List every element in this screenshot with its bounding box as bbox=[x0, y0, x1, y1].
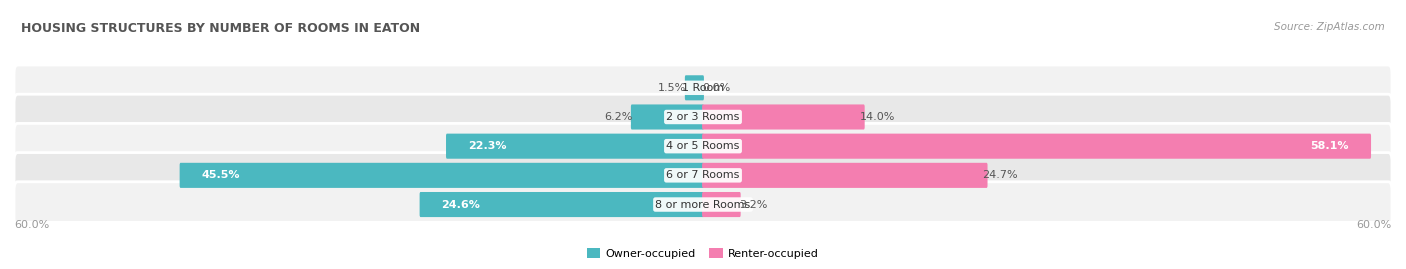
Text: 0.0%: 0.0% bbox=[703, 83, 731, 93]
Text: HOUSING STRUCTURES BY NUMBER OF ROOMS IN EATON: HOUSING STRUCTURES BY NUMBER OF ROOMS IN… bbox=[21, 22, 420, 34]
Text: 8 or more Rooms: 8 or more Rooms bbox=[655, 200, 751, 210]
FancyBboxPatch shape bbox=[180, 163, 704, 188]
FancyBboxPatch shape bbox=[702, 134, 1371, 159]
FancyBboxPatch shape bbox=[702, 163, 987, 188]
Legend: Owner-occupied, Renter-occupied: Owner-occupied, Renter-occupied bbox=[582, 244, 824, 263]
Text: 60.0%: 60.0% bbox=[14, 220, 49, 230]
Text: 6 or 7 Rooms: 6 or 7 Rooms bbox=[666, 170, 740, 180]
Text: 4 or 5 Rooms: 4 or 5 Rooms bbox=[666, 141, 740, 151]
FancyBboxPatch shape bbox=[14, 153, 1392, 198]
Text: 60.0%: 60.0% bbox=[1357, 220, 1392, 230]
Text: 6.2%: 6.2% bbox=[603, 112, 633, 122]
Text: Source: ZipAtlas.com: Source: ZipAtlas.com bbox=[1274, 22, 1385, 31]
FancyBboxPatch shape bbox=[702, 192, 741, 217]
Text: 45.5%: 45.5% bbox=[201, 170, 240, 180]
FancyBboxPatch shape bbox=[14, 182, 1392, 227]
Text: 2 or 3 Rooms: 2 or 3 Rooms bbox=[666, 112, 740, 122]
Text: 22.3%: 22.3% bbox=[468, 141, 506, 151]
FancyBboxPatch shape bbox=[702, 104, 865, 130]
FancyBboxPatch shape bbox=[419, 192, 704, 217]
Text: 58.1%: 58.1% bbox=[1310, 141, 1350, 151]
Text: 1.5%: 1.5% bbox=[658, 83, 686, 93]
FancyBboxPatch shape bbox=[446, 134, 704, 159]
Text: 24.7%: 24.7% bbox=[983, 170, 1018, 180]
Text: 1 Room: 1 Room bbox=[682, 83, 724, 93]
Text: 14.0%: 14.0% bbox=[860, 112, 896, 122]
Text: 24.6%: 24.6% bbox=[441, 200, 481, 210]
FancyBboxPatch shape bbox=[14, 123, 1392, 169]
Text: 3.2%: 3.2% bbox=[740, 200, 768, 210]
FancyBboxPatch shape bbox=[14, 65, 1392, 111]
FancyBboxPatch shape bbox=[14, 94, 1392, 140]
FancyBboxPatch shape bbox=[685, 75, 704, 100]
FancyBboxPatch shape bbox=[631, 104, 704, 130]
